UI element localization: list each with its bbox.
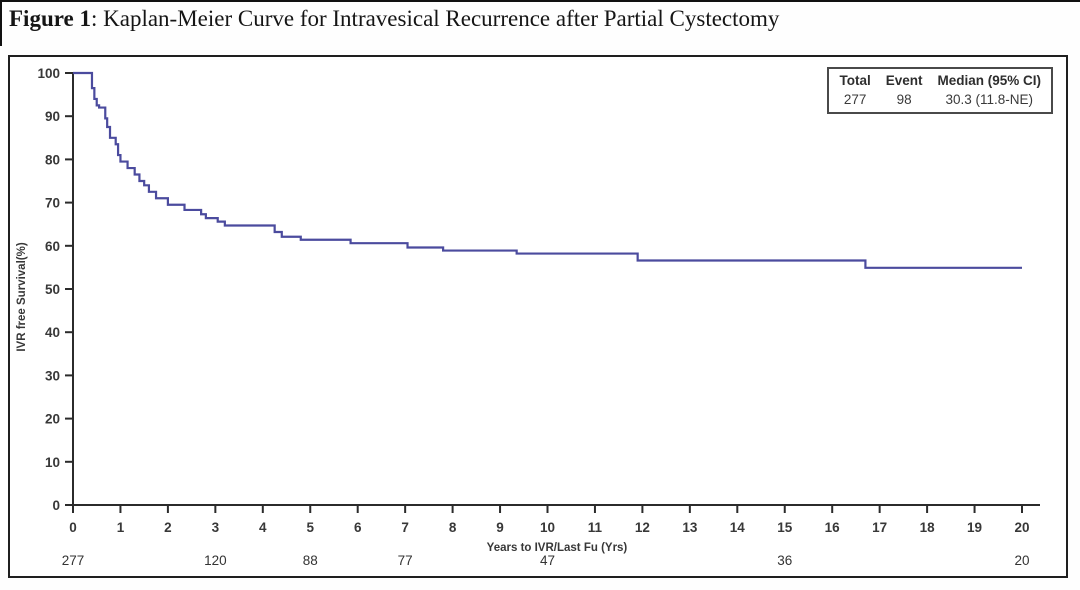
at-risk-count: 36 xyxy=(777,553,792,568)
figure-title-text: : Kaplan-Meier Curve for Intravesical Re… xyxy=(90,6,780,31)
at-risk-count: 88 xyxy=(303,553,318,568)
summary-value-event: 98 xyxy=(896,92,912,107)
x-tick-label: 12 xyxy=(635,520,650,535)
summary-value-median: 30.3 (11.8-NE) xyxy=(945,92,1033,107)
summary-value-total: 277 xyxy=(843,92,867,107)
figure-title: Figure 1: Kaplan-Meier Curve for Intrave… xyxy=(9,6,1069,32)
summary-header-total: Total xyxy=(839,73,871,88)
at-risk-count: 20 xyxy=(1014,553,1029,568)
y-tick-label: 70 xyxy=(45,196,60,211)
at-risk-count: 47 xyxy=(540,553,555,568)
y-tick-label: 30 xyxy=(45,368,60,383)
y-tick-label: 20 xyxy=(45,412,60,427)
y-tick-label: 50 xyxy=(45,282,60,297)
page-top-border xyxy=(0,0,1080,2)
x-tick-label: 5 xyxy=(306,520,314,535)
x-tick-label: 20 xyxy=(1014,520,1029,535)
x-tick-label: 6 xyxy=(354,520,362,535)
y-axis-title: IVR free Survival(%) xyxy=(16,242,28,351)
y-tick-label: 40 xyxy=(45,325,60,340)
x-tick-label: 14 xyxy=(730,520,746,535)
summary-stats-box: Total Event Median (95% CI) 277 98 30.3 … xyxy=(827,67,1053,114)
figure-title-prefix: Figure 1 xyxy=(9,6,91,31)
x-tick-label: 2 xyxy=(164,520,172,535)
summary-header-event: Event xyxy=(885,73,923,88)
at-risk-count: 120 xyxy=(204,553,227,568)
y-tick-label: 90 xyxy=(45,109,60,124)
km-chart-frame: 0 10 20 30 40 50 60 70 80 90 100 0 1 2 3 4 5 6 7 8 9 10 11 12 13… xyxy=(8,55,1068,578)
y-tick-label: 80 xyxy=(45,152,60,167)
x-tick-label: 18 xyxy=(920,520,936,535)
x-tick-label: 16 xyxy=(825,520,841,535)
x-tick-label: 11 xyxy=(588,520,603,535)
x-tick-label: 10 xyxy=(540,520,555,535)
x-tick-label: 17 xyxy=(872,520,887,535)
x-tick-label: 8 xyxy=(449,520,457,535)
x-tick-label: 1 xyxy=(117,520,125,535)
x-tick-label: 7 xyxy=(401,520,409,535)
summary-header-median: Median (95% CI) xyxy=(937,73,1041,88)
x-tick-label: 3 xyxy=(212,520,220,535)
at-risk-count: 77 xyxy=(398,553,413,568)
y-tick-label: 60 xyxy=(45,239,60,254)
y-tick-label: 0 xyxy=(52,498,60,513)
y-tick-label: 10 xyxy=(45,455,60,470)
x-tick-label: 13 xyxy=(682,520,698,535)
at-risk-count: 277 xyxy=(62,553,85,568)
y-tick-label: 100 xyxy=(37,66,60,81)
x-tick-label: 0 xyxy=(69,520,77,535)
page-left-border xyxy=(0,0,2,46)
km-step-curve xyxy=(73,71,1022,269)
x-tick-label: 19 xyxy=(967,520,982,535)
x-axis-title: Years to IVR/Last Fu (Yrs) xyxy=(487,542,628,554)
x-tick-label: 9 xyxy=(496,520,504,535)
x-tick-label: 15 xyxy=(777,520,793,535)
x-tick-label: 4 xyxy=(259,520,267,535)
